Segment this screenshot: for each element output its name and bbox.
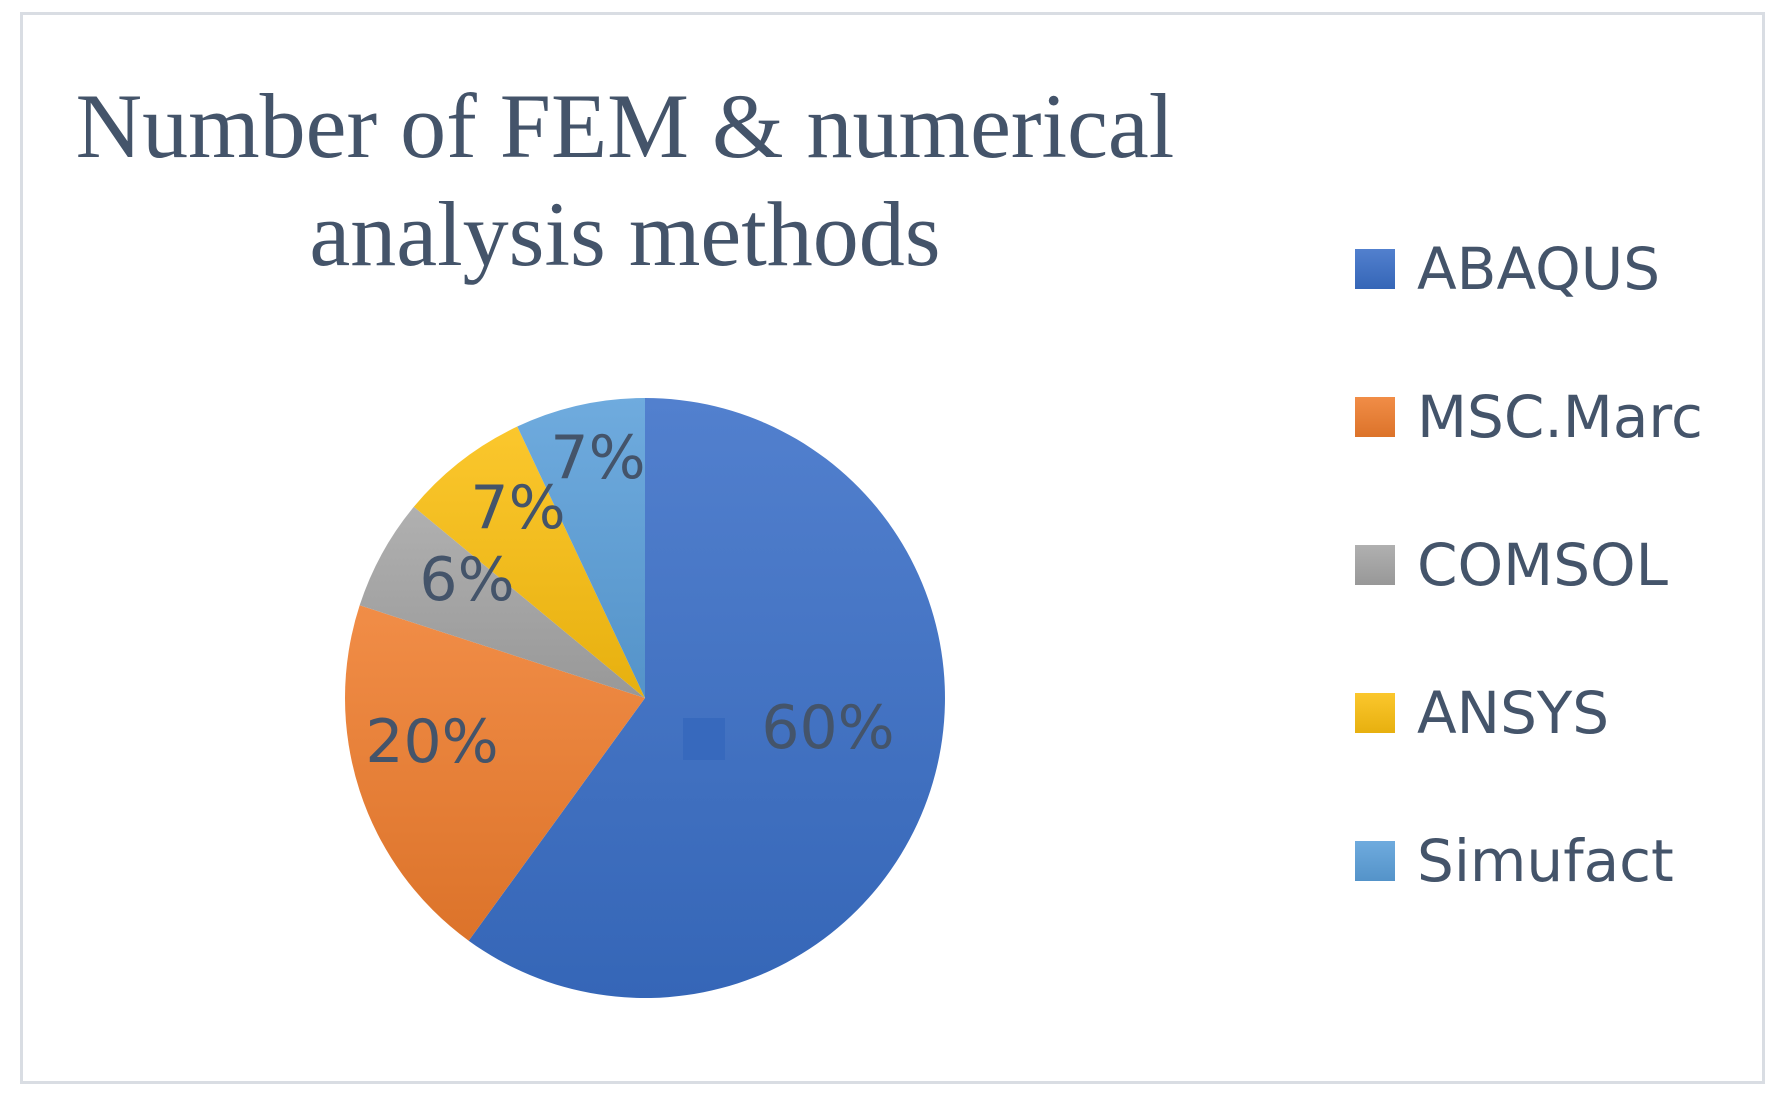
pie-slice-ansys (413, 426, 645, 698)
data-label-key-abaqus (683, 718, 725, 760)
legend-label: Simufact (1417, 827, 1674, 895)
data-label-abaqus: 60% (761, 693, 894, 763)
pie-slice-abaqus (468, 398, 945, 999)
data-label-ansys: 7% (470, 473, 565, 543)
legend-item-abaqus: ABAQUS (1355, 195, 1703, 343)
chart-title-line-1: Number of FEM & numerical (75, 75, 1175, 177)
chart-legend: ABAQUS MSC.Marc COMSOL ANSYS Simufact (1355, 195, 1703, 935)
legend-item-comsol: COMSOL (1355, 491, 1703, 639)
legend-swatch (1355, 249, 1395, 289)
legend-item-simufact: Simufact (1355, 787, 1703, 935)
legend-swatch (1355, 397, 1395, 437)
pie-slice-msc-marc (344, 605, 645, 941)
legend-swatch (1355, 841, 1395, 881)
pie-slice-simufact (517, 398, 645, 698)
data-label-msc-marc: 20% (365, 707, 498, 777)
data-label-simufact: 7% (550, 423, 645, 493)
legend-item-msc-marc: MSC.Marc (1355, 343, 1703, 491)
legend-label: ABAQUS (1417, 235, 1661, 303)
legend-swatch (1355, 693, 1395, 733)
legend-label: ANSYS (1417, 679, 1610, 747)
chart-title: Number of FEM & numerical analysis metho… (60, 72, 1190, 288)
data-label-comsol: 6% (419, 545, 514, 615)
pie-slice-comsol (359, 506, 645, 698)
chart-title-line-2: analysis methods (309, 183, 941, 285)
legend-item-ansys: ANSYS (1355, 639, 1703, 787)
legend-label: MSC.Marc (1417, 383, 1703, 451)
legend-label: COMSOL (1417, 531, 1668, 599)
legend-swatch (1355, 545, 1395, 585)
